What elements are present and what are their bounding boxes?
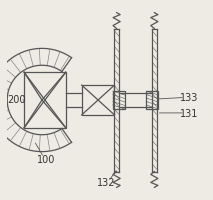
Text: 133: 133 (180, 93, 198, 103)
Bar (146, 91, 158, 109)
Text: 200: 200 (7, 95, 25, 105)
Bar (24, 72, 66, 128)
Bar (113, 91, 125, 109)
Text: 100: 100 (37, 155, 55, 165)
Text: 132: 132 (97, 178, 116, 188)
Bar (82, 85, 114, 115)
Text: 131: 131 (180, 109, 198, 119)
